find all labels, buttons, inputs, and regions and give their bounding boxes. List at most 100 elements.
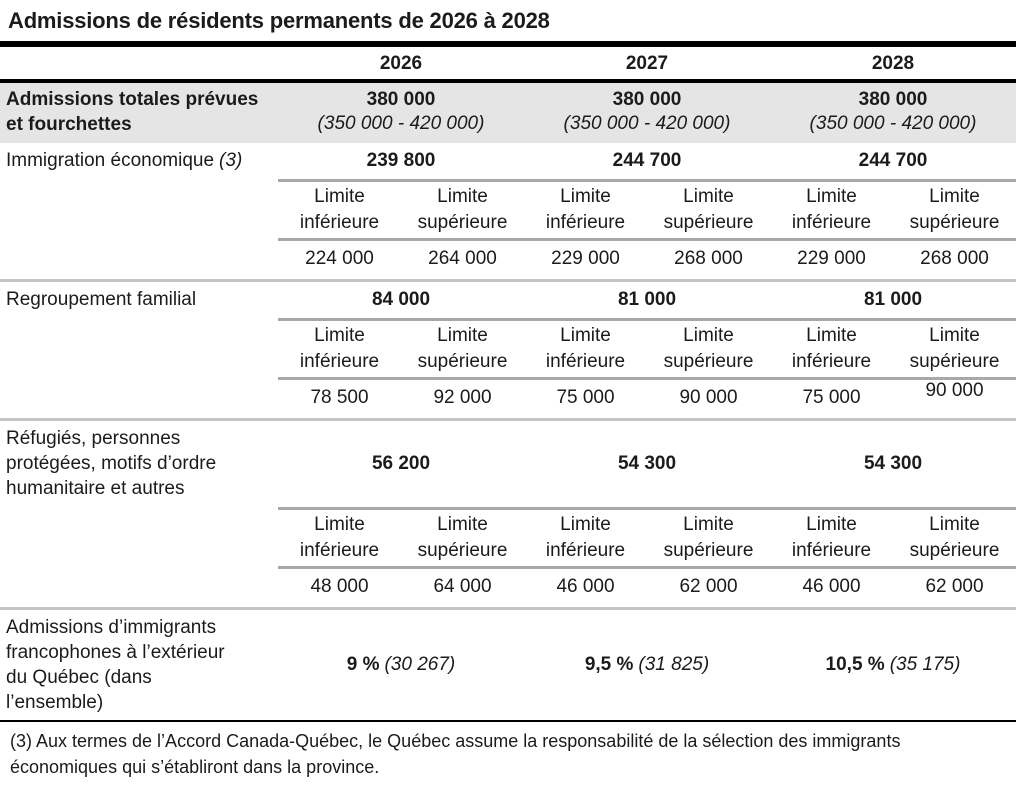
limits-header-row: Limite inférieure Limite supérieure Limite… [278, 182, 1016, 241]
absolute-value: (35 175) [889, 654, 961, 675]
limits-values-row: 78 500 92 000 75 000 90 000 75 000 90 00… [278, 380, 1016, 418]
category-totals: 239 800 244 700 244 700 [278, 148, 1016, 173]
limit-header-inf-2027: Limite inférieure [524, 512, 647, 564]
absolute-value: (31 825) [638, 654, 710, 675]
range-value: (350 000 - 420 000) [809, 113, 977, 134]
category-total-2027: 54 300 [617, 453, 677, 474]
limit-word: Limite [314, 186, 365, 207]
limit-kind: supérieure [909, 540, 1000, 561]
limit-value-sup-2026: 92 000 [433, 387, 492, 408]
limit-header-sup-2027: Limite supérieure [647, 323, 770, 375]
limit-header-sup-2026: Limite supérieure [401, 512, 524, 564]
total-admissions-label: Admissions totales prévues et fourchette… [6, 89, 259, 135]
limit-header-sup-2028: Limite supérieure [893, 323, 1016, 375]
limits-header-row: Limite inférieure Limite supérieure Limite… [278, 510, 1016, 569]
limit-header-inf-2028: Limite inférieure [770, 512, 893, 564]
category-total-2026: 56 200 [371, 453, 431, 474]
year-header-2028: 2028 [871, 53, 915, 74]
limit-value-sup-2027: 62 000 [679, 576, 738, 597]
limit-header-sup-2027: Limite supérieure [647, 184, 770, 236]
category-label-text: Réfugiés, personnes protégées, motifs d’… [6, 428, 217, 499]
limit-word: Limite [437, 514, 488, 535]
limits-subtable: Limite inférieure Limite supérieure Limite… [278, 507, 1016, 607]
limits-subtable: Limite inférieure Limite supérieure Limite… [278, 179, 1016, 279]
limit-word: Limite [560, 514, 611, 535]
limit-word: Limite [683, 325, 734, 346]
francophone-value-2028: 10,5 % (35 175) [770, 654, 1016, 676]
limit-value-inf-2026: 78 500 [310, 387, 369, 408]
range-value: (350 000 - 420 000) [317, 113, 485, 134]
section-regroupement-familial: Regroupement familial 84 000 81 000 81 0… [0, 282, 1016, 421]
limit-word: Limite [683, 514, 734, 535]
total-value: 380 000 [612, 89, 682, 110]
section-main-row: Immigration économique (3) 239 800 244 70… [0, 143, 1016, 179]
limit-kind: supérieure [663, 351, 754, 372]
francophone-label: Admissions d’immigrants francophones à l… [0, 615, 278, 715]
francophone-value-2026: 9 % (30 267) [278, 654, 524, 676]
limit-word: Limite [437, 325, 488, 346]
admissions-table-page: Admissions de résidents permanents de 20… [0, 8, 1016, 777]
limit-header-sup-2026: Limite supérieure [401, 323, 524, 375]
section-main-row: Réfugiés, personnes protégées, motifs d’… [0, 421, 1016, 507]
limit-kind: inférieure [791, 212, 872, 233]
limit-value-sup-2028: 268 000 [920, 248, 989, 269]
top-rule [0, 41, 1016, 47]
total-admissions-row: Admissions totales prévues et fourchette… [0, 83, 1016, 143]
category-label-text: Regroupement familial [6, 289, 197, 310]
category-total-2028: 81 000 [863, 289, 923, 310]
limit-value-inf-2026: 224 000 [305, 248, 374, 269]
category-label: Regroupement familial [0, 287, 278, 312]
category-total-2028: 54 300 [863, 453, 923, 474]
total-admissions-cell-2026: 380 000 (350 000 - 420 000) [278, 87, 524, 136]
limit-header-inf-2027: Limite inférieure [524, 323, 647, 375]
limit-kind: inférieure [545, 351, 626, 372]
limit-value-inf-2027: 75 000 [556, 387, 615, 408]
limit-word: Limite [314, 325, 365, 346]
limit-kind: supérieure [663, 540, 754, 561]
limit-kind: supérieure [909, 212, 1000, 233]
limits-subtable: Limite inférieure Limite supérieure Limite… [278, 318, 1016, 418]
total-value: 380 000 [858, 89, 928, 110]
limit-value-sup-2027: 90 000 [679, 387, 738, 408]
limit-value-inf-2028: 229 000 [797, 248, 866, 269]
limit-word: Limite [437, 186, 488, 207]
limit-kind: inférieure [299, 212, 380, 233]
limit-value-inf-2027: 229 000 [551, 248, 620, 269]
limit-word: Limite [929, 514, 980, 535]
francophone-value-2027: 9,5 % (31 825) [524, 654, 770, 676]
category-total-2026: 84 000 [371, 289, 431, 310]
limits-values-row: 48 000 64 000 46 000 62 000 46 000 62 00… [278, 569, 1016, 607]
range-value: (350 000 - 420 000) [563, 113, 731, 134]
limit-kind: inférieure [791, 540, 872, 561]
limit-kind: supérieure [909, 351, 1000, 372]
limit-value-inf-2028: 46 000 [802, 576, 861, 597]
limit-value-sup-2028: 90 000 [925, 380, 984, 401]
page-title: Admissions de résidents permanents de 20… [8, 8, 550, 33]
limit-header-inf-2027: Limite inférieure [524, 184, 647, 236]
limit-word: Limite [683, 186, 734, 207]
limit-word: Limite [560, 325, 611, 346]
limit-value-sup-2028: 62 000 [925, 576, 984, 597]
limits-values-row: 224 000 264 000 229 000 268 000 229 000 … [278, 241, 1016, 279]
limit-word: Limite [314, 514, 365, 535]
limit-kind: supérieure [663, 212, 754, 233]
limit-word: Limite [929, 325, 980, 346]
limit-header-inf-2028: Limite inférieure [770, 184, 893, 236]
limit-word: Limite [806, 186, 857, 207]
limit-word: Limite [929, 186, 980, 207]
limit-header-sup-2028: Limite supérieure [893, 512, 1016, 564]
limit-value-inf-2028: 75 000 [802, 387, 861, 408]
footnote: (3) Aux termes de l’Accord Canada-Québec… [10, 731, 901, 777]
category-totals: 84 000 81 000 81 000 [278, 287, 1016, 312]
limit-header-sup-2026: Limite supérieure [401, 184, 524, 236]
limit-kind: supérieure [417, 212, 508, 233]
category-total-2027: 81 000 [617, 289, 677, 310]
total-admissions-cell-2028: 380 000 (350 000 - 420 000) [770, 87, 1016, 136]
limit-value-sup-2027: 268 000 [674, 248, 743, 269]
limit-word: Limite [806, 325, 857, 346]
year-header-row: 2026 2027 2028 [0, 47, 1016, 83]
absolute-value: (30 267) [384, 654, 456, 675]
limit-value-inf-2026: 48 000 [310, 576, 369, 597]
limit-header-inf-2026: Limite inférieure [278, 512, 401, 564]
limit-kind: inférieure [299, 540, 380, 561]
